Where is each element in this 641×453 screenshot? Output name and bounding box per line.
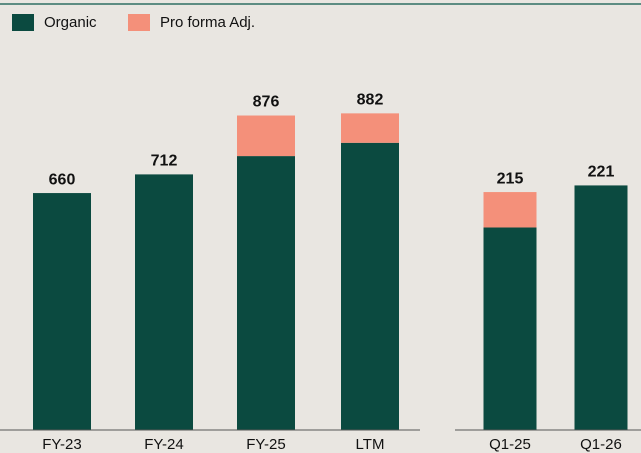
- x-tick-label: FY-25: [246, 436, 285, 453]
- bar-segment: [237, 115, 295, 157]
- legend-swatch: [128, 14, 150, 31]
- total-label: 882: [357, 92, 384, 109]
- legend-swatch: [12, 14, 34, 31]
- legend-label: Organic: [44, 14, 97, 31]
- total-label: 215: [497, 170, 524, 187]
- bar-segment: [135, 174, 193, 430]
- x-tick-label: Q1-25: [489, 436, 531, 453]
- total-label: 660: [49, 171, 76, 188]
- bar-segment: [341, 142, 399, 431]
- bar-segment: [33, 193, 91, 430]
- x-tick-label: LTM: [356, 436, 385, 453]
- bar-segment: [341, 113, 399, 143]
- bar-segment: [483, 227, 537, 430]
- bar-segment: [483, 192, 537, 228]
- bar-segment: [574, 185, 628, 430]
- x-tick-label: Q1-26: [580, 436, 622, 453]
- total-label: 876: [253, 94, 280, 111]
- x-tick-label: FY-24: [144, 436, 183, 453]
- total-label: 221: [588, 164, 615, 181]
- legend-label: Pro forma Adj.: [160, 14, 255, 31]
- x-tick-label: FY-23: [42, 436, 81, 453]
- bar-segment: [237, 156, 295, 430]
- total-label: 712: [151, 153, 178, 170]
